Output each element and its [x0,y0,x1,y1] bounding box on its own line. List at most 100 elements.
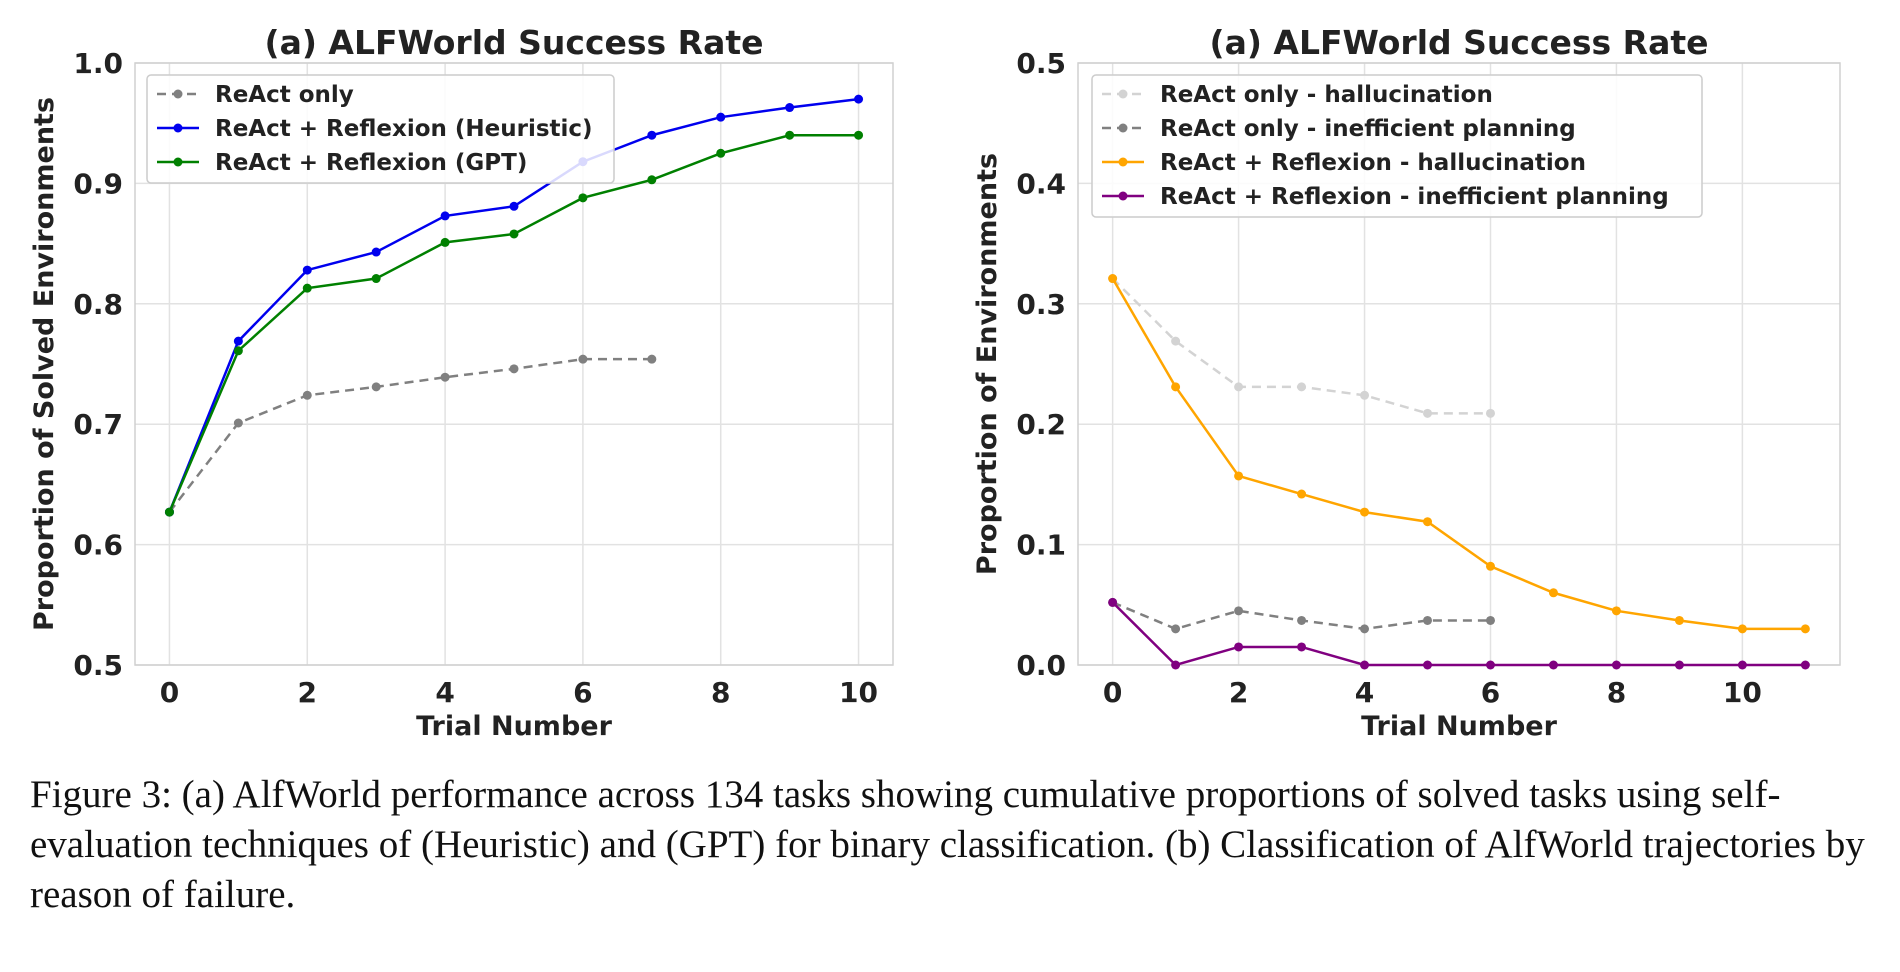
legend-box [1091,74,1703,218]
chart-title: (a) ALFWorld Success Rate [265,23,764,62]
data-point [1297,615,1307,625]
data-point [233,346,243,356]
data-point [371,382,381,392]
data-point [1297,489,1307,499]
data-point [1737,624,1747,634]
legend-marker [1118,157,1128,167]
legend-marker [1118,123,1128,133]
data-point [854,130,864,140]
x-tick-label: 6 [1481,676,1500,709]
legend-label: ReAct + Reflexion (GPT) [215,150,527,176]
data-point [785,103,795,113]
data-point [1234,471,1244,481]
y-tick-label: 0.7 [73,408,123,441]
data-point [647,175,657,185]
legend-label: ReAct + Reflexion - hallucination [1160,150,1586,176]
y-tick-label: 0.8 [73,288,123,321]
figure-charts: 0 2 4 6 8 10 0.5 0.6 0.7 0.8 0.9 1.0 (a) ALFWorld Su… [29,23,1841,742]
chart-success-rate: 0 2 4 6 8 10 0.5 0.6 0.7 0.8 0.9 1.0 (a) ALFWorld Su… [29,23,894,742]
data-point [1234,606,1244,616]
y-tick-label: 0.5 [1016,47,1066,80]
plot-frame [134,62,894,666]
data-point [1737,660,1747,670]
data-point [1171,660,1181,670]
data-point [440,237,450,247]
y-axis-label: Proportion of Solved Environments [29,97,60,631]
data-point [716,112,726,122]
data-point [1423,615,1433,625]
series-line [1111,277,1491,415]
data-point [1485,660,1495,670]
data-point [509,364,519,374]
data-point [578,354,588,364]
data-point [647,354,657,364]
data-point [371,247,381,257]
data-point [1360,390,1370,400]
data-point [1674,660,1684,670]
data-point [1171,624,1181,634]
y-tick-label: 0.4 [1016,167,1066,200]
data-point [1548,588,1558,598]
data-point [1423,517,1433,527]
data-point [647,130,657,140]
data-point [785,130,795,140]
y-tick-label: 0.6 [73,529,123,562]
series-line [1111,277,1806,631]
x-tick-label: 4 [1355,676,1374,709]
data-point [1800,624,1810,634]
legend-box [146,74,615,184]
legend-marker [173,123,183,133]
legend-label: ReAct only - hallucination [1160,82,1493,108]
legend-label: ReAct only [215,82,354,108]
x-tick-label: 4 [435,676,454,709]
data-point [1108,274,1118,284]
data-point [1234,382,1244,392]
data-point [233,336,243,346]
data-point [1485,408,1495,418]
data-point [371,274,381,284]
x-tick-label: 8 [711,676,730,709]
x-tick-label: 0 [1103,676,1122,709]
data-point [509,229,519,239]
series-line [168,357,652,513]
data-point [1485,615,1495,625]
data-point [1171,382,1181,392]
x-axis-label: Trial Number [416,711,612,742]
y-tick-label: 0.2 [1016,408,1066,441]
y-tick-label: 0.5 [73,649,123,682]
x-tick-label: 6 [573,676,592,709]
data-point [1108,597,1118,607]
x-tick-label: 0 [160,676,179,709]
data-point [440,372,450,382]
data-point [1297,642,1307,652]
data-point [302,390,312,400]
series-line [1111,601,1806,667]
data-point [1360,660,1370,670]
data-point [1360,507,1370,517]
x-axis-label: Trial Number [1361,711,1557,742]
data-point [440,211,450,221]
data-point [1674,615,1684,625]
y-axis-label: Proportion of Environments [972,153,1003,575]
x-tick-label: 8 [1607,676,1626,709]
data-point [1423,660,1433,670]
data-point [1297,382,1307,392]
data-point [854,94,864,104]
data-point [1548,660,1558,670]
y-tick-label: 1.0 [73,47,123,80]
y-tick-label: 0.9 [73,167,123,200]
chart-failure-reasons: 0 2 4 6 8 10 0.0 0.1 0.2 0.3 0.4 0.5 (a) ALFWorld Su… [972,23,1841,742]
data-point [302,265,312,275]
legend-label: ReAct + Reflexion (Heuristic) [215,116,593,142]
x-tick-label: 2 [298,676,317,709]
x-tick-label: 10 [839,676,878,709]
data-point [302,283,312,293]
series-line [168,133,859,513]
data-point [1611,606,1621,616]
figure-caption: Figure 3: (a) AlfWorld performance acros… [30,773,1865,916]
y-tick-label: 0.0 [1016,649,1066,682]
data-point [1234,642,1244,652]
x-tick-label: 2 [1229,676,1248,709]
y-tick-label: 0.3 [1016,288,1066,321]
data-point [1360,624,1370,634]
